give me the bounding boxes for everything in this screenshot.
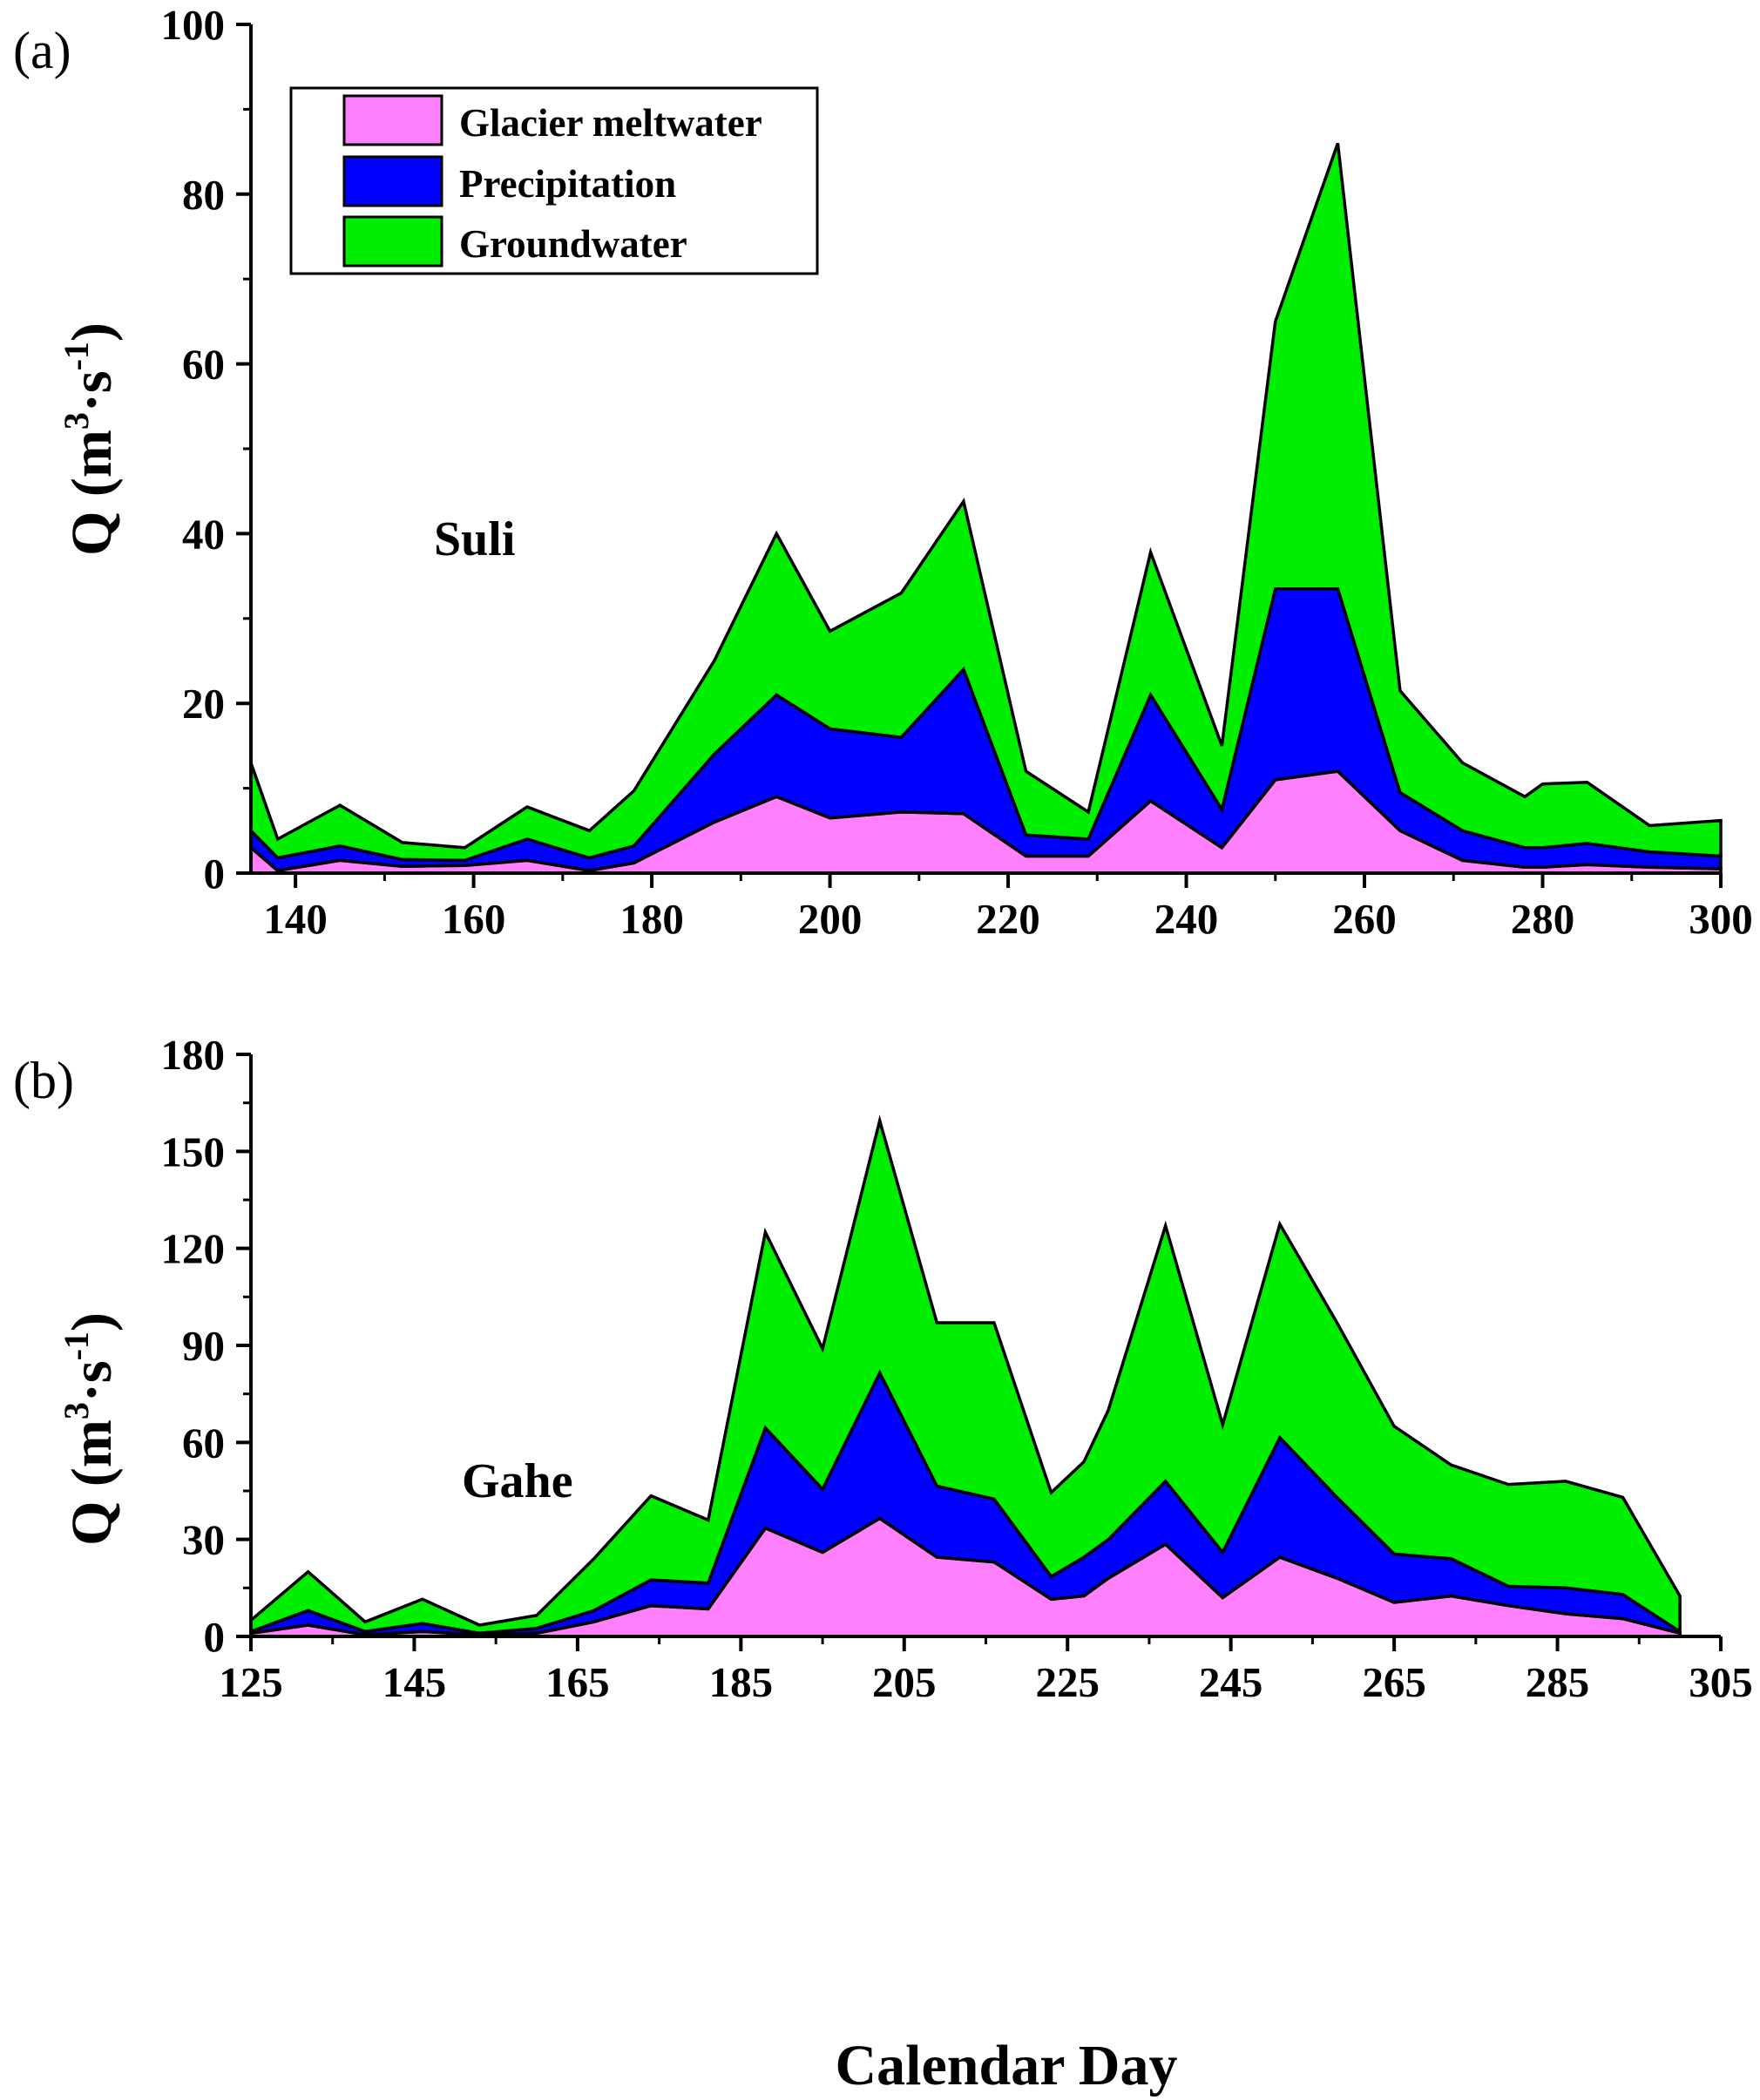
y-tick-label: 0 bbox=[204, 850, 226, 898]
legend: Glacier meltwater Precipitation Groundwa… bbox=[289, 86, 819, 275]
panel-a-ticks: 140 160 180 200 220 240 260 280 300 0 20 40 60 80 100 bbox=[161, 1, 1753, 943]
panel-b-gahe: 125 145 165 185 205 225 245 265 285 305 0 30 60 90 120… bbox=[13, 1031, 1753, 2097]
legend-label-precipitation: Precipitation bbox=[459, 162, 676, 206]
y-tick-label: 0 bbox=[204, 1613, 226, 1661]
site-label-gahe: Gahe bbox=[462, 1454, 573, 1508]
y-tick-label: 30 bbox=[182, 1516, 225, 1564]
x-tick-label: 220 bbox=[976, 895, 1040, 943]
x-tick-label: 205 bbox=[872, 1658, 937, 1706]
panel-b-ylabel-sup1: 3 bbox=[57, 1402, 96, 1419]
y-tick-label: 180 bbox=[161, 1031, 226, 1079]
panel-b-ticks: 125 145 165 185 205 225 245 265 285 305 0 30 60 90 120… bbox=[161, 1031, 1753, 1706]
legend-label-groundwater: Groundwater bbox=[459, 222, 687, 266]
panel-b-ylabel-mid: ·s bbox=[60, 1360, 124, 1402]
x-tick-label: 305 bbox=[1689, 1658, 1753, 1706]
panel-a-ylabel-mid: ·s bbox=[60, 370, 124, 412]
x-axis-title: Calendar Day bbox=[836, 2034, 1178, 2097]
panel-b-areas bbox=[249, 1114, 1682, 1638]
legend-swatch-precipitation bbox=[342, 155, 443, 207]
x-tick-label: 240 bbox=[1154, 895, 1219, 943]
x-tick-label: 285 bbox=[1526, 1658, 1590, 1706]
panel-a-suli: 140 160 180 200 220 240 260 280 300020406080100 … bbox=[13, 1, 1753, 943]
panel-a-letter: (a) bbox=[13, 22, 71, 79]
x-tick-label: 225 bbox=[1035, 1658, 1100, 1706]
y-tick-label: 80 bbox=[182, 171, 225, 219]
legend-swatch-glacier bbox=[342, 94, 443, 146]
panel-b-ylabel-suffix: ) bbox=[60, 1312, 124, 1331]
x-tick-label: 145 bbox=[382, 1658, 447, 1706]
panel-b-ylabel-prefix: Q (m bbox=[60, 1419, 124, 1546]
y-tick-label: 60 bbox=[182, 1419, 225, 1467]
x-tick-label: 300 bbox=[1689, 895, 1753, 943]
x-tick-label: 260 bbox=[1332, 895, 1397, 943]
site-label-suli: Suli bbox=[434, 512, 515, 566]
panel-a-ylabel-sup2: -1 bbox=[57, 342, 96, 370]
legend-swatch-groundwater bbox=[342, 215, 443, 268]
area-groundwater-suli bbox=[249, 142, 1723, 863]
y-tick-label: 40 bbox=[182, 510, 225, 558]
x-tick-label: 265 bbox=[1362, 1658, 1426, 1706]
y-tick-label: 90 bbox=[182, 1322, 225, 1370]
x-tick-label: 140 bbox=[263, 895, 328, 943]
panel-a-ylabel-prefix: Q (m bbox=[60, 430, 124, 556]
y-tick-label: 100 bbox=[161, 1, 226, 49]
legend-label-glacier: Glacier meltwater bbox=[459, 101, 762, 145]
y-tick-label: 150 bbox=[161, 1128, 226, 1175]
x-tick-label: 280 bbox=[1511, 895, 1575, 943]
x-tick-label: 185 bbox=[709, 1658, 774, 1706]
x-tick-label: 200 bbox=[798, 895, 863, 943]
x-tick-label: 165 bbox=[545, 1658, 610, 1706]
area-groundwater-gahe bbox=[249, 1114, 1682, 1636]
panel-b-letter: (b) bbox=[13, 1052, 74, 1109]
y-tick-label: 20 bbox=[182, 680, 225, 728]
panel-a-ylabel-sup1: 3 bbox=[57, 412, 96, 430]
x-tick-label: 245 bbox=[1199, 1658, 1263, 1706]
panel-a-ylabel-suffix: ) bbox=[60, 322, 124, 342]
y-tick-label: 60 bbox=[182, 341, 225, 389]
y-tick-label: 120 bbox=[161, 1225, 226, 1273]
x-tick-label: 160 bbox=[442, 895, 506, 943]
panel-a-ylabel: Q (m3·s-1) bbox=[57, 322, 124, 556]
panel-b-ylabel-sup2: -1 bbox=[57, 1331, 96, 1360]
x-tick-label: 125 bbox=[219, 1658, 283, 1706]
panel-b-ylabel: Q (m3·s-1) bbox=[57, 1312, 124, 1546]
x-tick-label: 180 bbox=[619, 895, 684, 943]
